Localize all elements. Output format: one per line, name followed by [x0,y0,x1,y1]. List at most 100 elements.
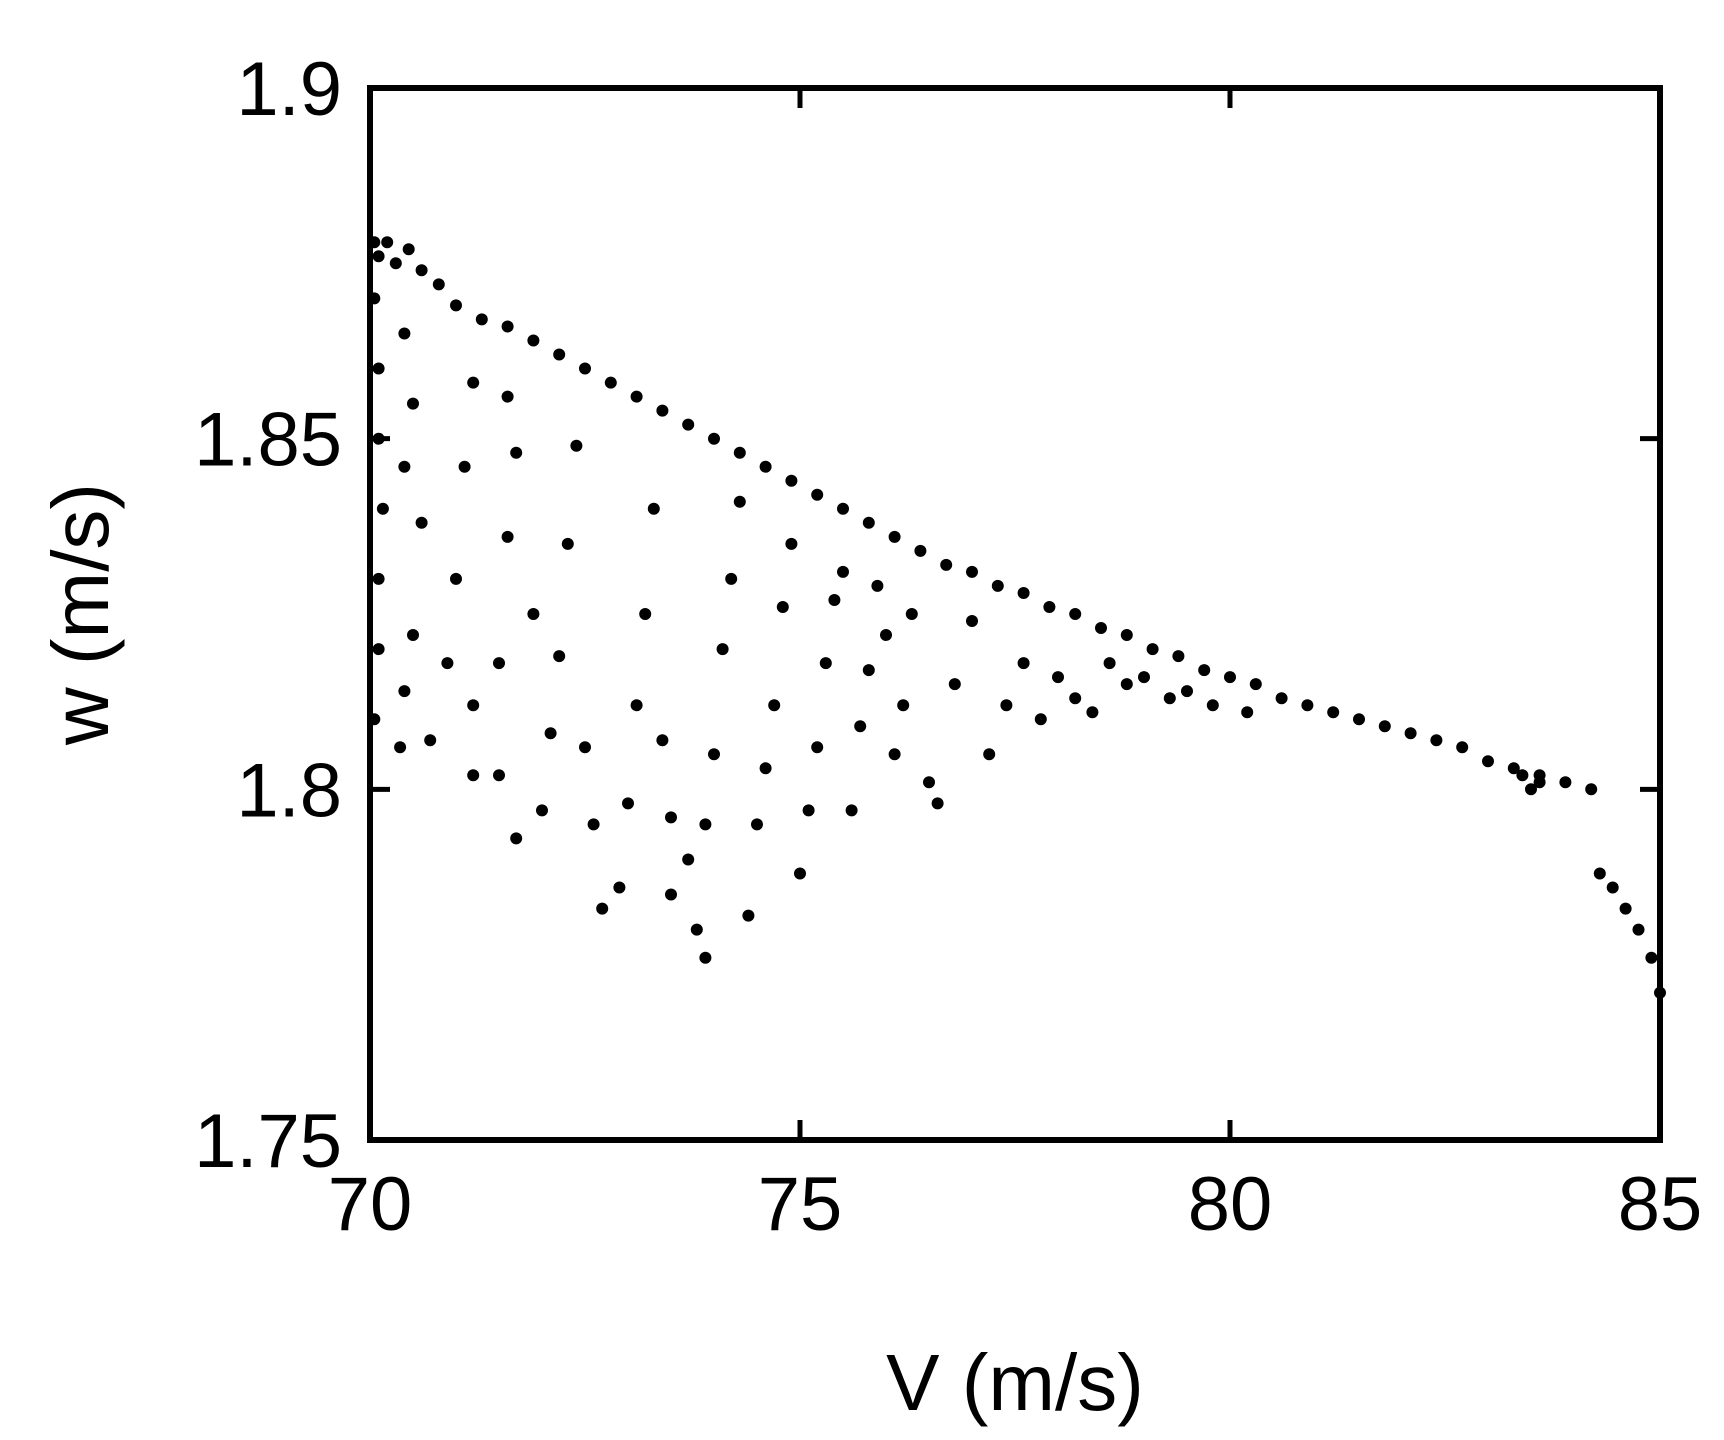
y-tick-label: 1.8 [236,748,342,833]
data-point-0-105 [751,818,763,831]
data-point-0-116 [845,804,858,817]
data-point-0-15 [656,404,669,417]
data-point-0-38 [1249,678,1262,691]
data-point-0-95 [665,888,677,901]
data-point-0-63 [407,629,419,641]
data-point-0-7 [450,299,462,312]
data-point-0-62 [415,516,428,529]
data-point-0-136 [1120,678,1133,691]
data-point-0-13 [604,376,617,389]
data-point-0-4 [402,243,415,256]
data-point-0-107 [768,699,781,712]
data-point-0-27 [966,565,978,578]
data-point-0-11 [553,348,566,361]
x-axis-label: V (m/s) [886,1338,1144,1427]
data-point-0-57 [372,643,385,656]
data-point-0-115 [837,565,849,578]
data-point-0-132 [1052,671,1064,684]
data-point-0-73 [493,769,505,782]
data-point-0-119 [871,579,884,592]
plot-background [370,88,1660,1140]
data-point-0-10 [527,334,540,347]
data-point-0-33 [1120,629,1133,641]
data-point-0-90 [630,699,643,712]
data-point-0-128 [983,748,996,761]
data-point-0-65 [394,741,407,754]
plot-frame [367,85,1663,1143]
data-point-0-44 [1404,727,1417,740]
data-point-0-24 [888,530,901,543]
data-point-0-16 [682,418,695,431]
data-point-0-5 [415,264,428,277]
data-point-0-36 [1198,664,1211,677]
data-point-0-43 [1378,720,1391,733]
data-point-0-85 [579,741,591,754]
data-point-0-48 [1507,762,1520,775]
data-point-0-82 [553,650,566,663]
data-point-0-140 [1206,699,1219,712]
data-point-0-2 [381,236,394,249]
x-tick-label: 70 [328,1162,413,1247]
data-point-0-148 [1632,923,1645,936]
data-point-0-47 [1482,755,1494,768]
data-point-0-114 [828,594,841,606]
data-point-0-51 [1585,783,1598,796]
data-point-0-113 [819,657,832,670]
data-point-0-81 [544,727,557,740]
data-point-0-149 [1645,951,1658,964]
data-point-0-110 [794,867,806,880]
data-point-0-17 [708,432,720,445]
data-point-0-70 [467,376,480,389]
data-point-0-41 [1327,706,1340,719]
data-point-0-100 [708,748,720,761]
data-point-0-124 [923,776,935,789]
data-point-0-45 [1430,734,1443,747]
data-point-0-67 [441,657,454,670]
y-tick-label: 1.85 [194,398,342,483]
data-point-0-37 [1224,671,1236,684]
data-point-0-131 [1034,713,1047,726]
data-point-0-31 [1069,608,1082,620]
data-point-0-103 [733,495,746,508]
data-point-0-80 [536,804,548,817]
data-point-0-146 [1606,881,1619,894]
data-point-0-121 [888,748,901,761]
data-point-0-135 [1103,657,1116,670]
data-point-0-133 [1069,692,1082,705]
data-points [368,236,1666,999]
data-point-0-76 [510,446,523,459]
data-point-0-134 [1086,706,1099,719]
data-point-0-142 [1516,769,1529,782]
data-point-0-39 [1275,692,1288,705]
data-point-0-123 [905,608,918,620]
data-point-0-139 [1181,685,1193,698]
data-point-0-120 [880,629,892,641]
data-point-0-46 [1456,741,1469,754]
y-axis-label: w (m/s) [36,483,125,746]
x-tick-label: 75 [758,1162,843,1247]
data-point-0-59 [398,327,411,340]
data-point-0-30 [1043,601,1056,613]
tick-labels: 70 75 80 85 1.75 1.8 1.85 1.9 [194,47,1702,1247]
data-point-0-40 [1301,699,1314,712]
data-point-0-69 [458,460,471,473]
data-point-0-19 [759,460,772,473]
data-point-0-18 [733,446,746,459]
data-point-0-34 [1146,643,1159,656]
data-point-0-79 [510,832,523,845]
data-point-0-83 [561,537,574,550]
data-point-0-92 [647,502,660,515]
data-point-0-55 [376,502,389,515]
data-point-0-111 [802,804,815,817]
data-point-0-22 [837,502,849,515]
data-point-0-66 [424,734,437,747]
data-point-0-64 [398,685,411,698]
data-point-0-99 [699,818,712,831]
data-point-0-125 [931,797,944,810]
data-point-0-77 [501,390,514,403]
data-point-0-93 [656,734,669,747]
data-point-0-141 [1241,706,1254,719]
data-point-0-97 [690,923,703,936]
data-point-0-101 [716,643,729,656]
